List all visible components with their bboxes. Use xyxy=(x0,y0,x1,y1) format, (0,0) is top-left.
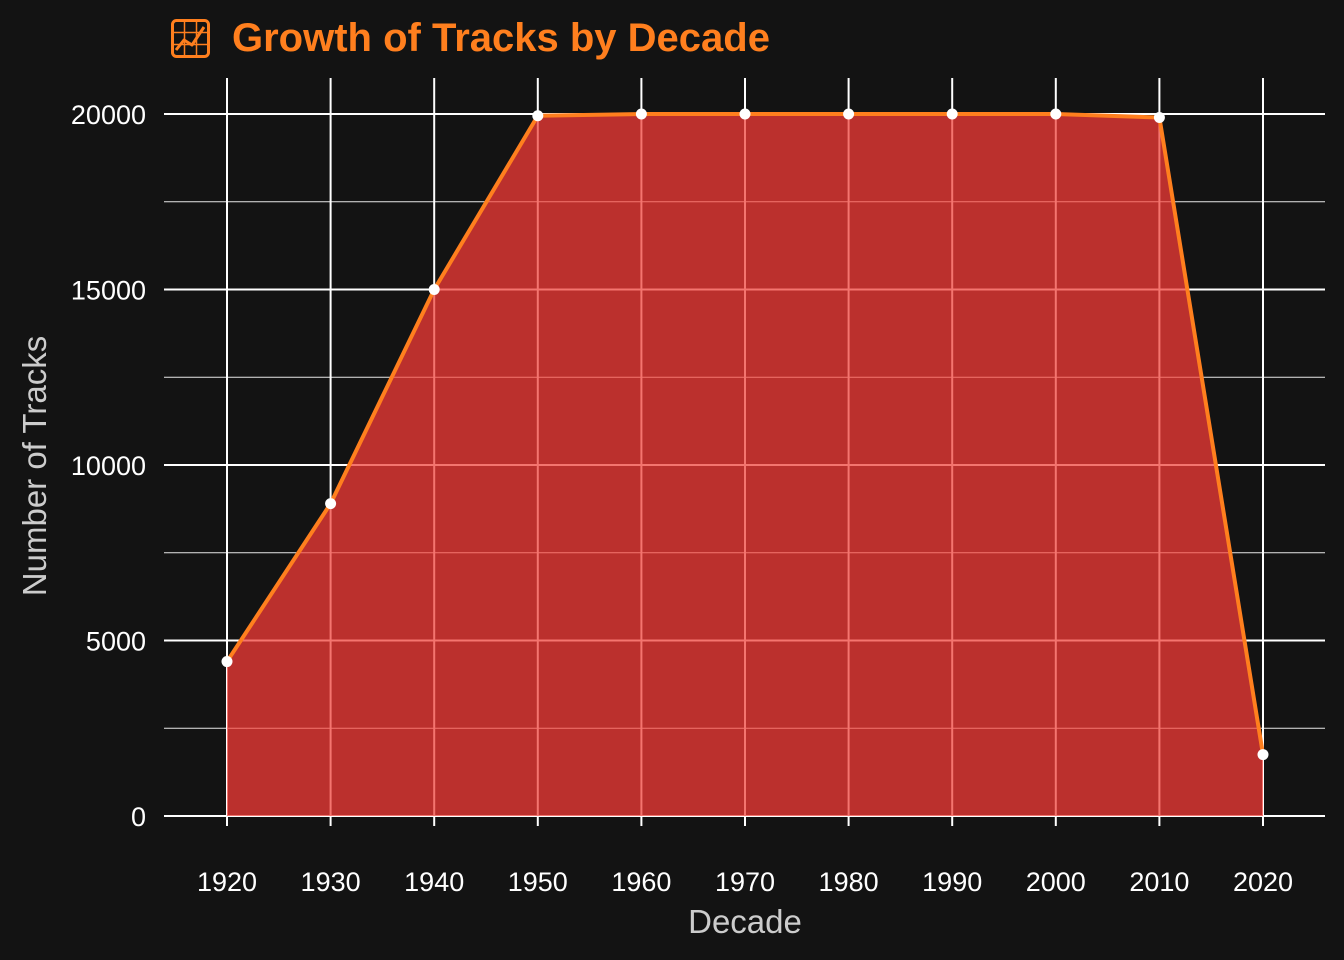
y-tick-label: 5000 xyxy=(86,627,146,657)
y-tick-label: 15000 xyxy=(71,276,146,306)
data-point-marker xyxy=(1050,108,1062,120)
x-axis-title: Decade xyxy=(688,903,802,940)
x-tick-label: 1960 xyxy=(611,867,671,897)
x-tick-label: 2010 xyxy=(1129,867,1189,897)
grid-lines-over-fill xyxy=(227,114,1263,816)
y-tick-label: 10000 xyxy=(71,451,146,481)
y-tick-label: 20000 xyxy=(71,100,146,130)
y-tick-label: 0 xyxy=(131,802,146,832)
point-markers xyxy=(221,108,1269,761)
x-axis-tick-labels: 1920 1930 1940 1950 1960 1970 1980 1990 2000 2010… xyxy=(197,867,1293,897)
x-tick-label: 1950 xyxy=(508,867,568,897)
data-point-marker xyxy=(1153,112,1165,124)
chart-title: Growth of Tracks by Decade xyxy=(232,16,770,60)
x-tick-label: 1940 xyxy=(404,867,464,897)
x-tick-label: 1990 xyxy=(922,867,982,897)
data-point-marker xyxy=(1257,749,1269,761)
data-point-marker xyxy=(532,110,544,122)
x-tick-label: 1930 xyxy=(301,867,361,897)
data-point-marker xyxy=(843,108,855,120)
data-point-marker xyxy=(428,284,440,295)
data-point-marker xyxy=(739,108,751,120)
data-point-marker xyxy=(635,108,647,120)
y-axis-title: Number of Tracks xyxy=(16,336,53,596)
x-tick-label: 1920 xyxy=(197,867,257,897)
data-point-marker xyxy=(221,656,233,668)
chart-title-group: Growth of Tracks by Decade xyxy=(171,16,770,60)
data-point-marker xyxy=(325,498,337,510)
x-tick-label: 1970 xyxy=(715,867,775,897)
data-point-marker xyxy=(946,108,958,120)
x-tick-label: 2020 xyxy=(1233,867,1293,897)
x-tick-label: 1980 xyxy=(819,867,879,897)
y-axis-tick-labels: 0 5000 10000 15000 20000 xyxy=(71,100,146,832)
x-tick-label: 2000 xyxy=(1026,867,1086,897)
chart-increasing-icon xyxy=(171,19,210,58)
